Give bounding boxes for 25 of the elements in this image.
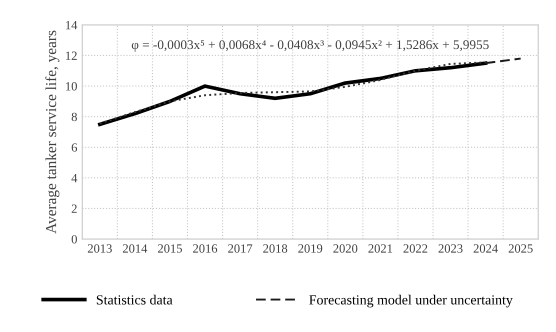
- annotation: φ = -0,0003x⁵ + 0,0068x⁴ - 0,0408x³ - 0,0945x² + 1,5286x + 5,9955: [132, 40, 489, 52]
- x-tick-label: 2014: [122, 244, 148, 253]
- y-tick-label: 0: [72, 235, 77, 244]
- x-tick-label: 2018: [263, 244, 288, 253]
- x-tick-label: 2020: [333, 244, 358, 253]
- x-tick-label: 2019: [298, 244, 322, 253]
- x-tick-label: 2015: [158, 244, 182, 253]
- x-tick-label: 2013: [88, 244, 112, 253]
- x-tick-label: 2023: [438, 244, 463, 253]
- y-tick-label: 10: [66, 82, 77, 91]
- y-tick-label: 2: [72, 204, 77, 213]
- x-tick-label: 2024: [474, 244, 498, 253]
- x-tick-label: 2021: [368, 244, 392, 253]
- x-tick-label: 2025: [508, 244, 533, 253]
- y-tick-label: 12: [66, 52, 77, 60]
- y-tick-label: 8: [72, 112, 77, 122]
- x-tick-label: 2022: [404, 244, 428, 253]
- y-tick-label: 6: [72, 143, 78, 152]
- legend-label: Forecasting model under uncertainty: [309, 294, 513, 308]
- y-tick-label: 4: [71, 174, 78, 182]
- y-axis-title: Average tanker service life, years: [45, 30, 60, 234]
- x-tick-label: 2016: [193, 244, 218, 253]
- legend-label: Statistics data: [96, 294, 173, 305]
- y-tick-label: 14: [66, 20, 78, 30]
- x-tick-label: 2017: [228, 244, 252, 253]
